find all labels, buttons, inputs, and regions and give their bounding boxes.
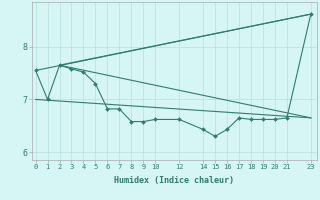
X-axis label: Humidex (Indice chaleur): Humidex (Indice chaleur): [115, 176, 234, 185]
